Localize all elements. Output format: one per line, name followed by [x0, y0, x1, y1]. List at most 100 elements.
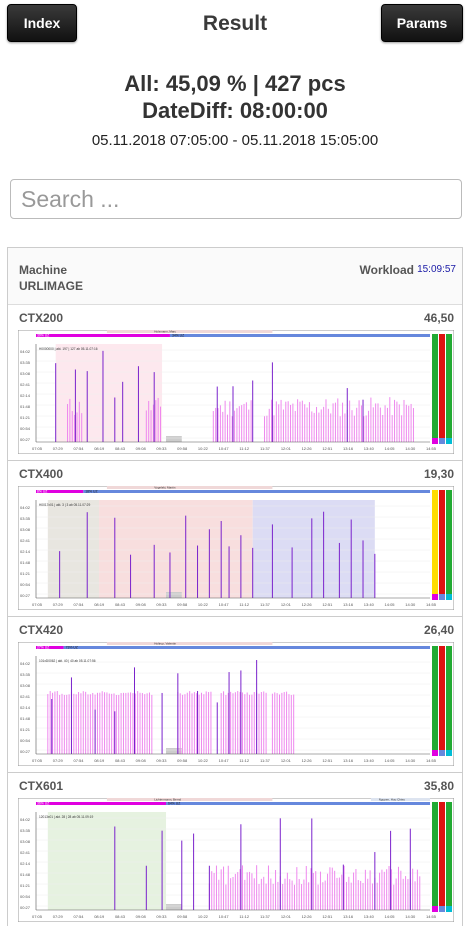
machine-row[interactable]: CTX200 46,50 04:02 03:35 03:08 02:41 02:14 01:4… — [8, 305, 462, 461]
y-tick-label: 01:48 — [20, 404, 31, 409]
x-tick-label: 08:43 — [115, 758, 126, 763]
y-tick-label: 02:14 — [20, 393, 31, 398]
workload-chart-image[interactable]: 04:02 03:35 03:08 02:41 02:14 01:48 01:21 00:54… — [18, 330, 454, 454]
status-column — [432, 802, 438, 912]
x-tick-label: 07:05 — [32, 758, 43, 763]
params-button[interactable]: Params — [381, 4, 463, 42]
y-tick-label: 01:48 — [20, 560, 31, 565]
x-tick-label: 13:40 — [364, 446, 375, 451]
x-tick-label: 14:05 — [385, 602, 396, 607]
status-footer — [446, 906, 452, 912]
y-tick-label: 03:08 — [20, 371, 31, 376]
x-tick-label: 12:01 — [281, 914, 292, 919]
uz-left-label: 39% UZ — [37, 334, 49, 338]
status-footer — [432, 750, 438, 756]
status-footer — [432, 906, 438, 912]
x-tick-label: 14:30 — [405, 602, 416, 607]
x-tick-label: 09:08 — [136, 758, 147, 763]
workload-chart-image[interactable]: 04:02 03:35 03:08 02:41 02:14 01:48 01:21 00:54… — [18, 798, 454, 922]
y-tick-label: 02:14 — [20, 861, 31, 866]
workload-column-header: Workload — [359, 263, 414, 277]
status-column — [439, 802, 445, 912]
x-tick-label: 10:47 — [219, 914, 230, 919]
x-tick-label: 09:58 — [177, 446, 188, 451]
workload-bar-idle — [169, 334, 430, 337]
x-tick-label: 12:26 — [302, 602, 313, 607]
x-tick-label: 09:08 — [136, 914, 147, 919]
status-footer — [439, 906, 445, 912]
x-tick-label: 08:19 — [94, 602, 105, 607]
x-tick-label: 12:51 — [322, 446, 333, 451]
operator-label: Holtrup, Valentin — [154, 642, 176, 646]
pause-marker — [166, 748, 182, 754]
operator-bar — [106, 486, 273, 489]
y-tick-label: 00:27 — [20, 437, 31, 442]
x-tick-label: 07:54 — [73, 446, 84, 451]
status-column — [446, 490, 452, 600]
shift-background — [47, 812, 167, 910]
machine-row[interactable]: CTX400 19,30 04:02 03:35 03:08 02:41 02:14 01:4… — [8, 461, 462, 617]
job-info-label: 12013x01 | akt. 28 | 28 ab 05.11.09:19 — [39, 815, 93, 819]
uz-percent-label: 64% UZ — [168, 802, 180, 806]
operator-label: Vogelski, Martin — [154, 486, 176, 490]
y-tick-label: 00:27 — [20, 905, 31, 910]
x-tick-label: 10:47 — [219, 758, 230, 763]
y-tick-label: 02:14 — [20, 705, 31, 710]
search-input[interactable] — [11, 180, 461, 218]
x-tick-label: 13:16 — [343, 446, 354, 451]
x-tick-label: 11:12 — [239, 758, 249, 763]
status-column — [439, 490, 445, 600]
x-tick-label: 12:26 — [302, 758, 313, 763]
x-tick-label: 11:12 — [239, 914, 249, 919]
y-tick-label: 01:48 — [20, 872, 31, 877]
status-footer — [432, 594, 438, 600]
index-button[interactable]: Index — [7, 4, 77, 42]
y-tick-label: 01:21 — [20, 727, 31, 732]
uz-left-label: 36% UZ — [37, 802, 49, 806]
workload-chart-image[interactable]: 04:02 03:35 03:08 02:41 02:14 01:48 01:21 00:54… — [18, 642, 454, 766]
machine-row[interactable]: CTX420 26,40 04:02 03:35 03:08 02:41 02:14 01:4… — [8, 617, 462, 773]
workload-chart-image[interactable]: 04:02 03:35 03:08 02:41 02:14 01:48 01:21 00:54… — [18, 486, 454, 610]
operator-label: Lichtenmann, Bernd — [154, 798, 181, 802]
machine-name: CTX400 — [19, 467, 64, 481]
x-tick-label: 14:55 — [426, 602, 437, 607]
status-column — [439, 334, 445, 444]
x-tick-label: 09:08 — [136, 602, 147, 607]
workload-bar-idle — [166, 802, 430, 805]
y-tick-label: 04:02 — [20, 349, 31, 354]
x-tick-label: 08:19 — [94, 914, 105, 919]
x-tick-label: 08:19 — [94, 446, 105, 451]
machine-row[interactable]: CTX601 35,80 04:02 03:35 03:08 02:41 02:14 01:4… — [8, 773, 462, 926]
uz-left-label: 8% UZ — [37, 490, 47, 494]
x-tick-label: 10:22 — [198, 914, 209, 919]
x-tick-label: 12:01 — [281, 446, 292, 451]
y-tick-label: 00:54 — [20, 582, 31, 587]
status-footer — [446, 594, 452, 600]
y-tick-label: 02:41 — [20, 538, 31, 543]
x-tick-label: 14:30 — [405, 446, 416, 451]
machine-workload-value: 35,80 — [423, 779, 454, 793]
machine-name: CTX200 — [19, 311, 64, 325]
summary-datediff: DateDiff: 08:00:00 — [142, 98, 328, 123]
status-column — [432, 334, 438, 444]
y-tick-label: 00:54 — [20, 738, 31, 743]
shift-background — [252, 500, 375, 598]
x-tick-label: 09:58 — [177, 758, 188, 763]
x-tick-label: 07:29 — [53, 446, 64, 451]
x-tick-label: 09:33 — [156, 446, 167, 451]
status-column — [446, 802, 452, 912]
x-tick-label: 14:05 — [385, 914, 396, 919]
operator-bar — [106, 642, 273, 645]
machine-workload-value: 19,30 — [423, 467, 454, 481]
workload-bar-uz — [36, 334, 170, 337]
status-column — [439, 646, 445, 756]
x-tick-label: 08:43 — [115, 914, 126, 919]
x-tick-label: 11:37 — [260, 914, 270, 919]
summary-all: All: 45,09 % | 427 pcs — [124, 71, 346, 96]
y-tick-label: 03:08 — [20, 839, 31, 844]
search-box[interactable] — [10, 179, 462, 219]
date-range: 05.11.2018 07:05:00 - 05.11.2018 15:05:0… — [91, 132, 379, 149]
shift-background — [55, 344, 163, 442]
y-tick-label: 02:41 — [20, 382, 31, 387]
x-tick-label: 07:29 — [53, 758, 64, 763]
